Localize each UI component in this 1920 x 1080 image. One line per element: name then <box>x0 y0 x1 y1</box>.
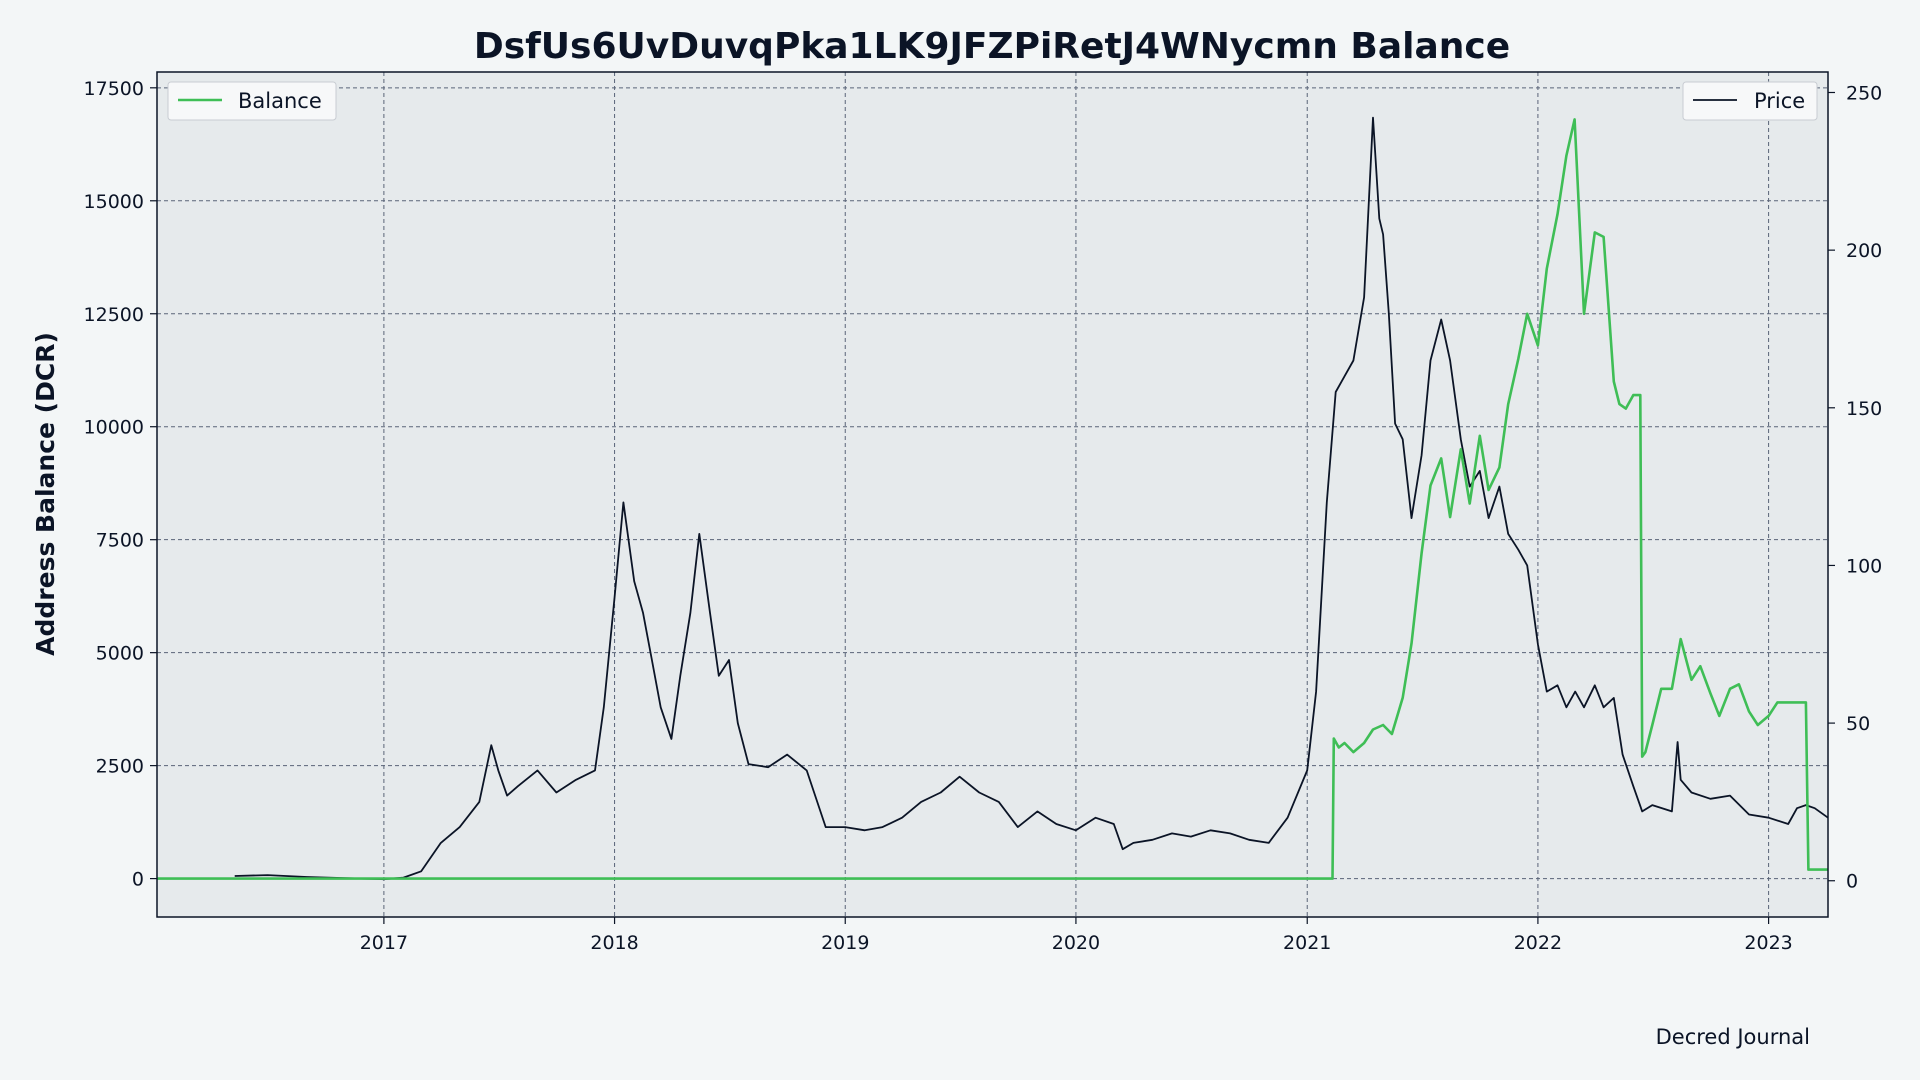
y-tick-label: 12500 <box>84 304 144 326</box>
x-tick-label: 2018 <box>590 932 638 954</box>
y-tick-label: 5000 <box>96 643 144 665</box>
y2-tick-label: 0 <box>1846 871 1858 893</box>
y2-tick-label: 50 <box>1846 713 1870 735</box>
legend-price-label: Price <box>1754 89 1805 113</box>
y-tick-label: 15000 <box>84 191 144 213</box>
plot-frame <box>156 71 1829 918</box>
axes: 2017 2018 2019 2020 2021 2022 2023025005000750… <box>84 78 1883 954</box>
y-axis-label: Address Balance (DCR) <box>31 332 60 656</box>
y-tick-label: 7500 <box>96 530 144 552</box>
legend-price: Price <box>1682 81 1818 121</box>
y2-tick-label: 200 <box>1846 240 1882 262</box>
y2-tick-label: 150 <box>1846 398 1882 420</box>
plot-area <box>157 72 1828 917</box>
y2-tick-label: 250 <box>1846 82 1882 104</box>
footer-credit: Decred Journal <box>1656 1025 1810 1049</box>
x-tick-label: 2020 <box>1052 932 1100 954</box>
legend-balance-label: Balance <box>238 89 322 113</box>
legend-balance: Balance <box>167 81 337 121</box>
y2-tick-label: 100 <box>1846 555 1882 577</box>
y-tick-label: 0 <box>132 869 144 891</box>
x-tick-label: 2021 <box>1283 932 1331 954</box>
balance-series-line <box>157 118 1828 880</box>
price-series-line <box>234 116 1829 881</box>
y-tick-label: 10000 <box>84 417 144 439</box>
x-tick-label: 2017 <box>360 932 408 954</box>
y-tick-label: 17500 <box>84 78 144 100</box>
x-tick-label: 2022 <box>1514 932 1562 954</box>
chart-title: DsfUs6UvDuvqPka1LK9JFZPiRetJ4WNycmn Bala… <box>474 26 1510 67</box>
x-tick-label: 2023 <box>1744 932 1792 954</box>
x-tick-label: 2019 <box>821 932 869 954</box>
y-tick-label: 2500 <box>96 756 144 778</box>
